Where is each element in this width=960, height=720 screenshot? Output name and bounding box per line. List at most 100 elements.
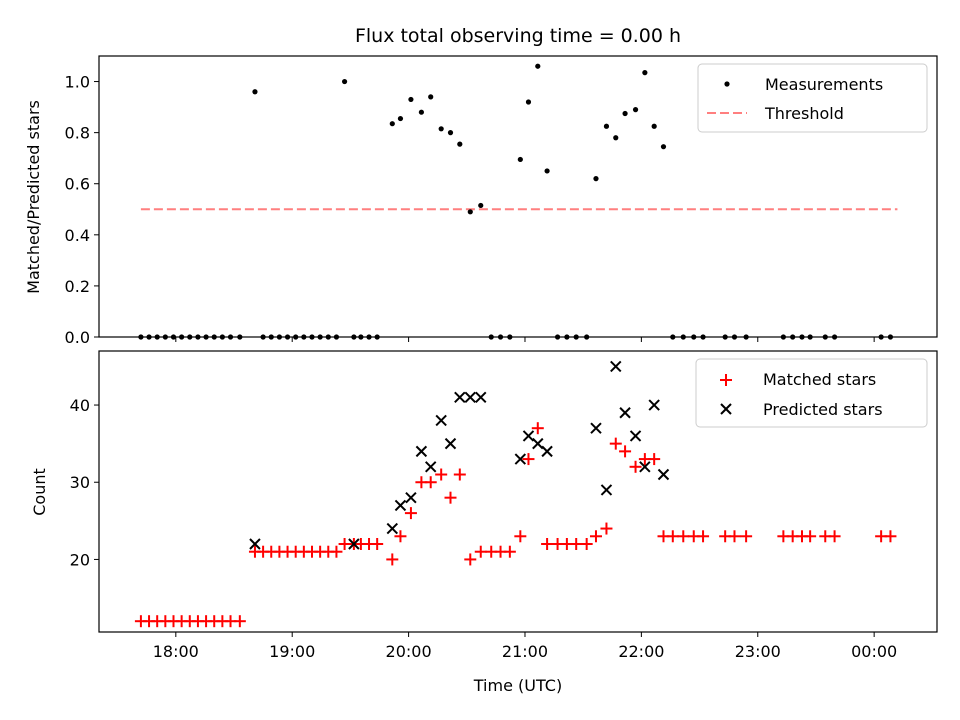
bottom-y-tick-label: 20: [70, 550, 90, 569]
measurement-point: [478, 202, 484, 209]
bottom-y-tick-label: 40: [70, 396, 90, 415]
matched-star-point: [589, 530, 602, 543]
predicted-star-point: [405, 491, 417, 504]
legend-predicted-label: Predicted stars: [763, 400, 883, 419]
bottom-x-ticks: 18:00 19:00 20:00 21:00 22:00 23:00 00:00: [153, 632, 897, 661]
predicted-star-point: [639, 461, 651, 473]
bottom-legend: Matched stars Predicted stars: [695, 358, 928, 428]
bottom-y-axis-label: Count: [30, 468, 49, 516]
bottom-plot-frame: [98, 350, 938, 633]
measurement-point: [428, 94, 434, 100]
measurement-point: [660, 144, 667, 150]
top-y-ticks: 0.0 0.2 0.4 0.6 0.8 1.0: [65, 73, 99, 347]
predicted-star-point: [648, 399, 660, 411]
top-y-tick-label: 0.4: [65, 226, 90, 245]
matched-star-point: [570, 537, 583, 550]
measurement-point: [341, 78, 348, 85]
matched-star-point: [444, 491, 457, 504]
matched-star-point: [629, 460, 642, 473]
measurement-point: [408, 96, 414, 103]
matched-star-point: [609, 437, 622, 450]
bottom-x-tick-label: 20:00: [386, 642, 432, 661]
predicted-star-point: [444, 437, 457, 450]
matched-star-point: [697, 530, 710, 543]
matched-star-point: [233, 615, 246, 628]
predicted-star-point: [541, 445, 553, 458]
predicted-star-point: [610, 360, 622, 373]
predicted-star-point: [629, 430, 642, 442]
measurement-point: [651, 123, 657, 129]
matched-star-point: [728, 530, 741, 543]
top-panel: 0.0 0.2 0.4 0.6 0.8 1.0 Matched/Predicted sta…: [24, 55, 938, 347]
bottom-legend-box: [695, 358, 928, 428]
matched-star-point: [600, 522, 613, 535]
legend-predicted-marker: [720, 403, 732, 415]
measurement-point: [447, 130, 454, 136]
top-legend: Measurements Threshold: [697, 63, 928, 133]
top-plot-frame: [98, 55, 938, 338]
matched-star-point: [677, 530, 690, 543]
predicted-star-point: [532, 437, 544, 450]
bottom-x-tick-label: 21:00: [502, 642, 548, 661]
legend-measurements-label: Measurements: [765, 75, 883, 94]
measurement-point: [544, 168, 550, 174]
predicted-star-point: [249, 538, 261, 550]
measurement-point: [642, 70, 648, 76]
measurement-point: [397, 115, 404, 122]
predicted-star-point: [464, 391, 476, 404]
matched-star-point: [580, 537, 593, 550]
predicted-star-point: [514, 453, 527, 465]
matched-star-point: [453, 468, 466, 481]
matched-star-point: [503, 545, 516, 558]
measurement-point: [603, 123, 610, 129]
matched-star-point: [394, 530, 407, 543]
measurement-point: [517, 156, 523, 163]
matched-star-point: [514, 530, 527, 543]
chart-title: Flux total observing time = 0.00 h: [355, 25, 681, 47]
predicted-star-point: [657, 468, 670, 481]
top-y-tick-label: 0.6: [65, 175, 90, 194]
matched-star-point: [740, 530, 753, 543]
predicted-star-point: [435, 414, 447, 427]
predicted-star-point: [415, 445, 428, 458]
predicted-star-point: [386, 522, 399, 535]
matched-star-point: [404, 507, 417, 520]
matched-star-point: [435, 468, 448, 481]
top-x-ticks: [175, 337, 875, 342]
predicted-star-point: [348, 538, 360, 550]
legend-measurements-marker: [724, 81, 730, 87]
bottom-x-tick-label: 22:00: [618, 642, 664, 661]
measurement-point: [613, 135, 619, 141]
matched-star-point: [386, 553, 399, 566]
matched-star-point: [648, 453, 661, 466]
matched-star-point: [371, 537, 384, 550]
matched-star-point: [884, 530, 897, 543]
bottom-x-tick-label: 18:00: [153, 642, 199, 661]
top-y-tick-label: 0.8: [65, 124, 90, 143]
predicted-star-point: [522, 430, 535, 442]
bottom-x-tick-label: 00:00: [851, 642, 897, 661]
bottom-y-ticks: 20 30 40: [70, 396, 99, 569]
predicted-star-point: [394, 499, 407, 512]
measurement-point: [418, 109, 424, 115]
measurement-point: [622, 110, 628, 117]
predicted-stars-points: [249, 360, 670, 550]
predicted-star-point: [425, 461, 437, 473]
matched-star-point: [619, 445, 632, 458]
predicted-star-point: [600, 484, 613, 496]
legend-threshold-label: Threshold: [764, 104, 844, 123]
measurement-point: [593, 176, 599, 182]
top-y-tick-label: 1.0: [65, 73, 90, 92]
matched-star-point: [464, 553, 477, 566]
matched-star-point: [666, 530, 679, 543]
legend-matched-label: Matched stars: [763, 370, 876, 389]
matched-star-point: [531, 422, 544, 435]
measurement-point: [467, 209, 473, 215]
measurement-point: [389, 121, 395, 127]
x-axis-label: Time (UTC): [473, 676, 562, 695]
top-y-axis-label: Matched/Predicted stars: [24, 100, 43, 294]
measurement-point: [252, 89, 258, 95]
predicted-star-point: [590, 422, 602, 434]
bottom-y-tick-label: 30: [70, 473, 90, 492]
